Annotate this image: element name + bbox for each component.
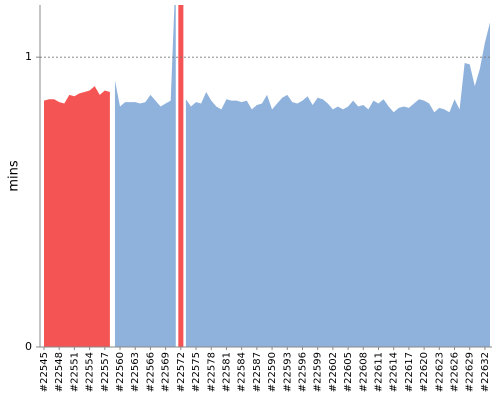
x-tick-label: #22551 xyxy=(69,352,80,392)
x-tick-label: #22566 xyxy=(145,352,156,392)
x-tick-label: #22569 xyxy=(161,352,172,392)
area xyxy=(178,5,184,347)
x-tick-label: #22572 xyxy=(176,352,187,392)
x-tick-label: #22590 xyxy=(267,352,278,392)
x-tick-label: #22596 xyxy=(297,352,308,392)
x-tick-label: #22608 xyxy=(358,352,369,392)
x-tick-label: #22623 xyxy=(434,352,445,392)
y-tick-label: 0 xyxy=(25,340,32,353)
x-tick-label: #22629 xyxy=(465,352,476,392)
x-tick-label: #22605 xyxy=(343,352,354,392)
x-tick-label: #22563 xyxy=(130,352,141,392)
area xyxy=(44,86,110,347)
x-tick-label: #22617 xyxy=(404,352,415,392)
x-tick-label: #22581 xyxy=(221,352,232,392)
x-tick-label: #22593 xyxy=(282,352,293,392)
x-tick-label: #22599 xyxy=(313,352,324,392)
x-tick-label: #22545 xyxy=(39,352,50,392)
x-tick-label: #22611 xyxy=(374,352,385,392)
plot-area xyxy=(44,5,490,347)
area xyxy=(185,22,490,347)
x-tick-label: #22620 xyxy=(419,352,430,392)
x-tick-label: #22626 xyxy=(450,352,461,392)
x-tick-label: #22614 xyxy=(389,352,400,392)
x-tick-label: #22587 xyxy=(252,352,263,392)
x-tick-label: #22548 xyxy=(54,352,65,392)
x-tick-label: #22560 xyxy=(115,352,126,392)
area xyxy=(114,5,176,347)
x-tick-label: #22632 xyxy=(480,352,491,392)
x-tick-label: #22584 xyxy=(237,352,248,392)
x-tick-label: #22575 xyxy=(191,352,202,392)
x-tick-label: #22602 xyxy=(328,352,339,392)
x-tick-label: #22554 xyxy=(85,352,96,392)
y-tick-label: 1 xyxy=(25,50,32,63)
x-tick-label: #22557 xyxy=(100,352,111,392)
y-axis-label: mins xyxy=(7,160,22,192)
x-tick-label: #22578 xyxy=(206,352,217,392)
